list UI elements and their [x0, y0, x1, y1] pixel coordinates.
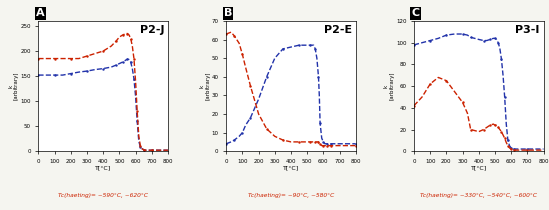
Text: P2-E: P2-E: [324, 25, 352, 35]
Y-axis label: k
[arbitrary]: k [arbitrary]: [8, 72, 19, 100]
Text: P2-J: P2-J: [139, 25, 164, 35]
Text: P3-I: P3-I: [516, 25, 540, 35]
Y-axis label: k
[arbitrary]: k [arbitrary]: [199, 72, 210, 100]
X-axis label: T[°C]: T[°C]: [95, 165, 111, 170]
Text: Tc(haeting)= ~90°C, ~580°C: Tc(haeting)= ~90°C, ~580°C: [248, 193, 334, 198]
X-axis label: T[°C]: T[°C]: [283, 165, 299, 170]
Text: C: C: [411, 8, 419, 18]
Y-axis label: k
[arbitrary]: k [arbitrary]: [384, 72, 395, 100]
Text: Tc(haeting)= ~330°C, ~540°C, ~600°C: Tc(haeting)= ~330°C, ~540°C, ~600°C: [420, 193, 537, 198]
Text: Tc(haeting)= ~590°C, ~620°C: Tc(haeting)= ~590°C, ~620°C: [58, 193, 148, 198]
Text: B: B: [223, 8, 232, 18]
Text: A: A: [36, 8, 44, 18]
X-axis label: T[°C]: T[°C]: [470, 165, 487, 170]
